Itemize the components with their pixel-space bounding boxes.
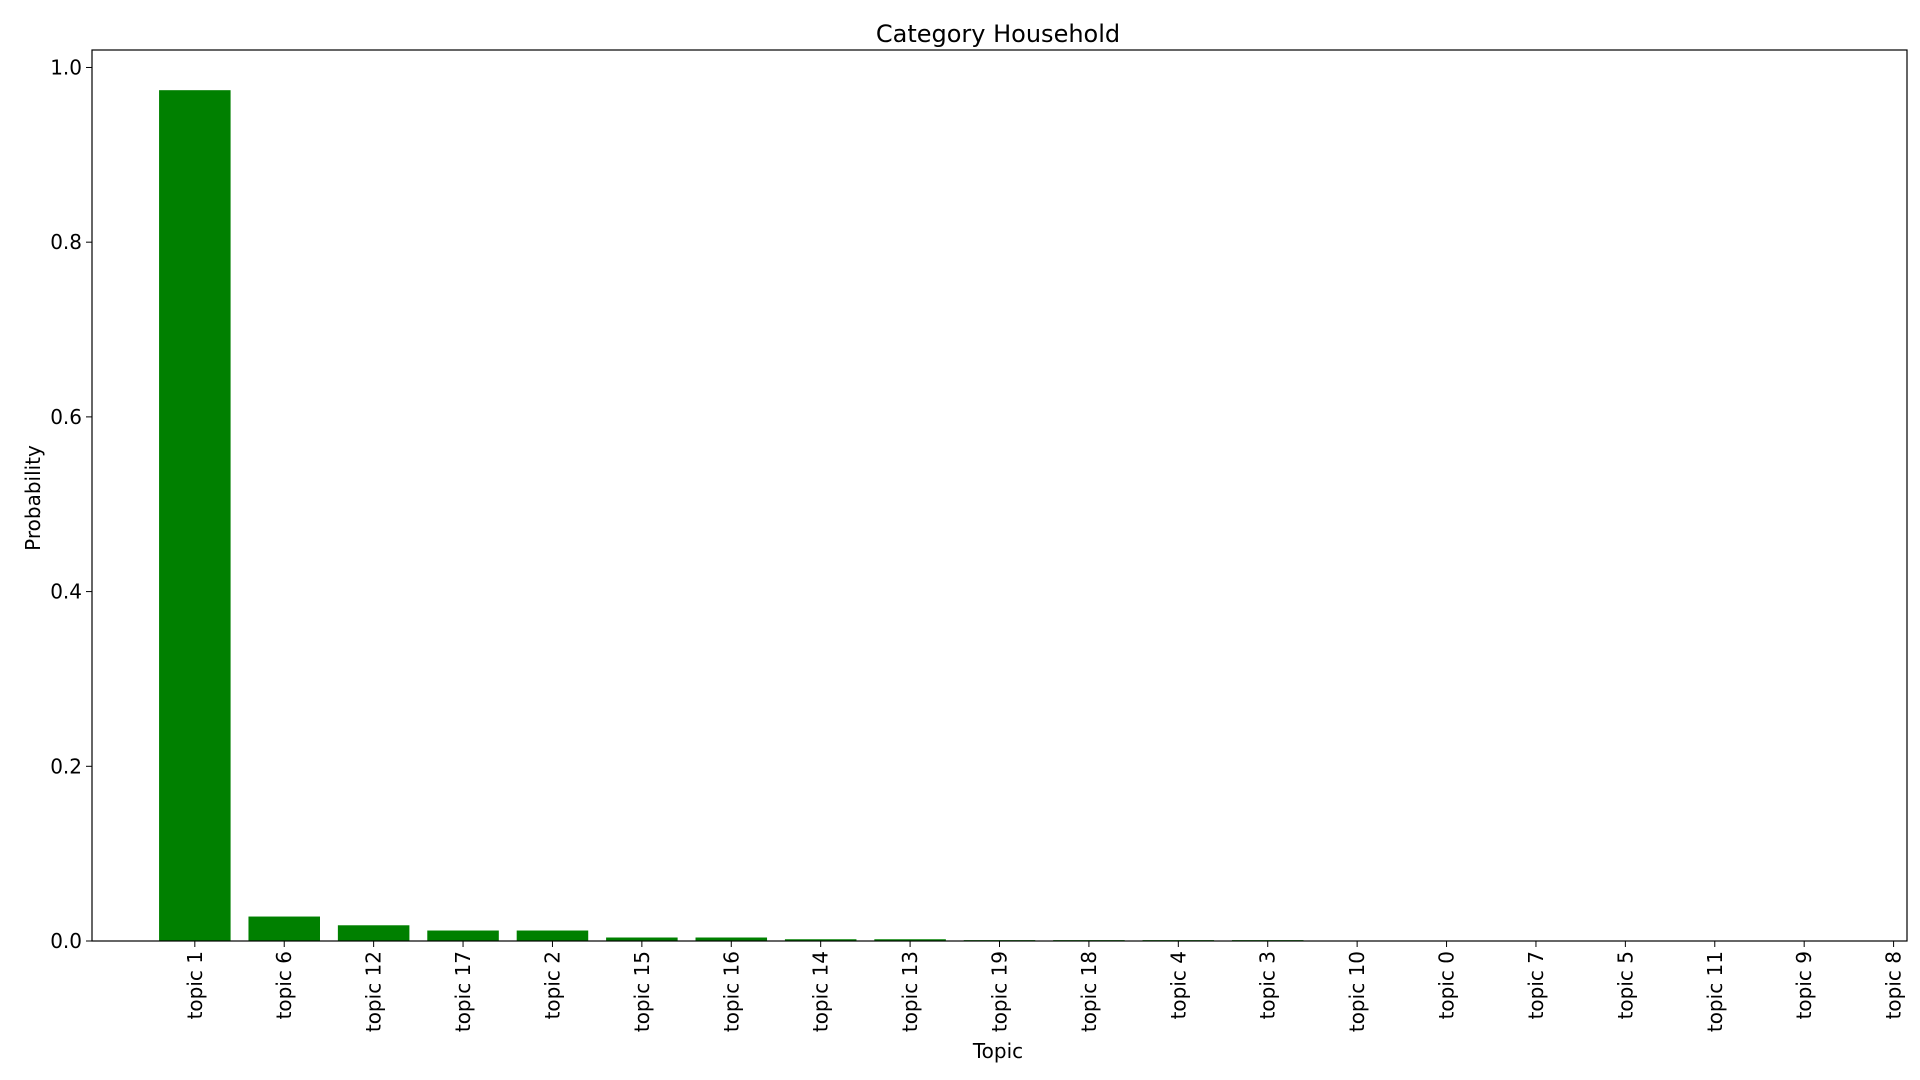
x-tick-label: topic 2 [540,951,564,1019]
bar [427,930,499,941]
y-axis-ticks: 0.0 0.2 0.4 0.6 0.8 1.0 [50,55,92,953]
y-tick-label: 0.0 [50,929,82,953]
chart-title: Category Household [876,20,1120,48]
y-tick-label: 1.0 [50,55,82,79]
y-tick-label: 0.4 [50,580,82,604]
x-tick-label: topic 18 [1077,951,1101,1032]
x-tick-label: topic 10 [1345,951,1369,1032]
x-axis-ticks: topic 1 topic 6 topic 12 topic 17 topic 2 top… [183,941,1906,1032]
y-tick-label: 0.8 [50,230,82,254]
bar [695,937,768,941]
x-tick-label: topic 4 [1166,951,1190,1019]
x-tick-label: topic 13 [898,951,922,1032]
x-tick-label: topic 0 [1435,951,1459,1019]
x-tick-label: topic 7 [1524,951,1548,1019]
x-tick-label: topic 3 [1256,951,1280,1019]
x-tick-label: topic 8 [1882,951,1906,1019]
x-tick-label: topic 17 [451,951,475,1032]
bar [874,939,946,941]
x-tick-label: topic 16 [719,951,743,1032]
x-axis-label: Topic [972,1039,1023,1063]
bar [516,930,589,941]
x-tick-label: topic 14 [809,951,833,1032]
x-tick-label: topic 19 [988,951,1012,1032]
y-axis-label: Probability [21,445,45,551]
x-tick-label: topic 6 [272,951,296,1019]
x-tick-label: topic 5 [1613,951,1637,1019]
x-tick-label: topic 12 [362,951,386,1032]
x-tick-label: topic 1 [183,951,207,1019]
bar [606,937,678,941]
y-tick-label: 0.6 [50,405,82,429]
x-tick-label: topic 11 [1703,951,1727,1032]
x-tick-label: topic 9 [1792,951,1816,1019]
bar [337,925,410,941]
bar [159,90,231,942]
bar [248,916,320,941]
y-tick-label: 0.2 [50,754,82,778]
plot-frame [91,49,1908,942]
bar [784,939,857,941]
x-tick-label: topic 15 [630,951,654,1032]
bars-group [159,90,1304,942]
